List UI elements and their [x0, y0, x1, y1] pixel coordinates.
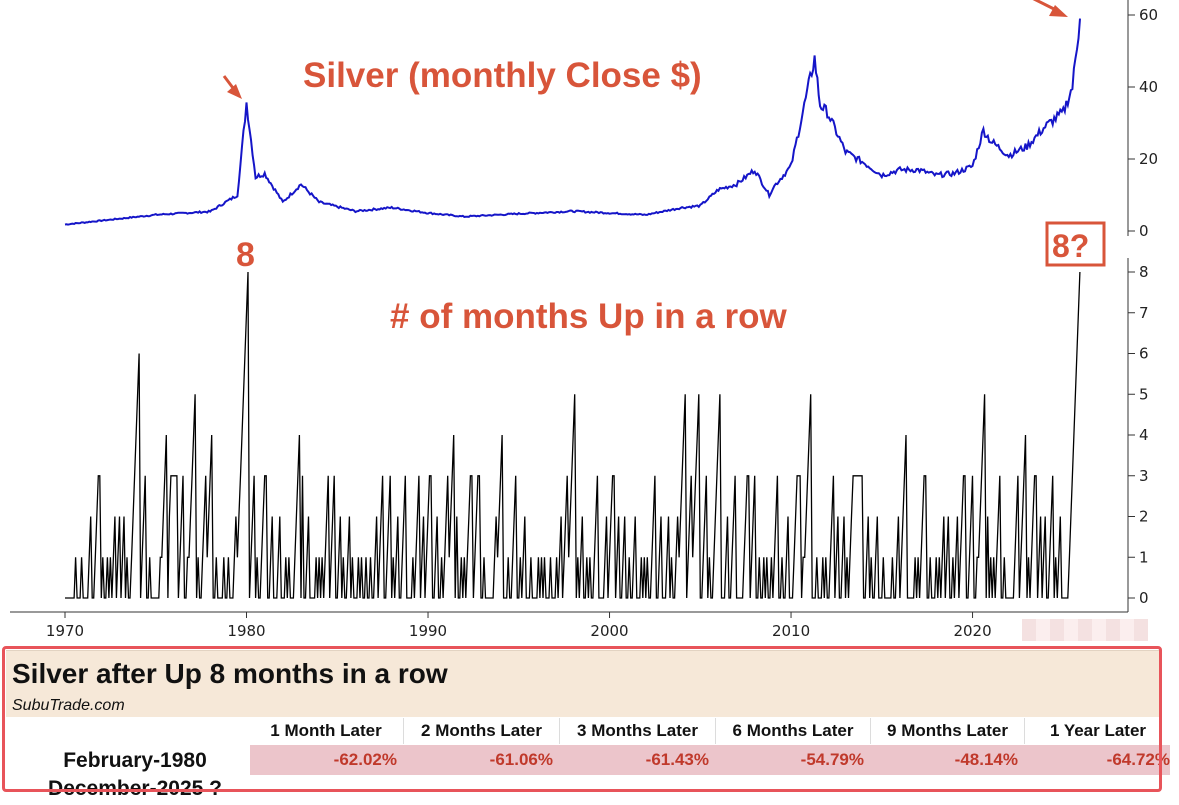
x-tick-label: 1970	[46, 622, 84, 640]
blurred-watermark	[1022, 619, 1148, 641]
row-label-dec-2025: December-2025 ?	[48, 777, 222, 800]
column-header-1m: 1 Month Later	[270, 721, 382, 740]
x-axis-ticks: 1970 1980 1990 2000 2010 2020	[46, 612, 992, 640]
streak-y-tick-label: 2	[1139, 508, 1149, 526]
price-chart-title: Silver (monthly Close $)	[303, 56, 702, 95]
peak-label-1980: 8	[236, 236, 255, 274]
streak-y-tick-label: 7	[1139, 304, 1149, 322]
price-y-tick-label: 0	[1139, 222, 1149, 240]
column-header-6m: 6 Months Later	[715, 718, 870, 744]
x-tick-label: 1980	[227, 622, 265, 640]
price-y-tick-label: 20	[1139, 150, 1158, 168]
price-y-tick-label: 40	[1139, 78, 1158, 96]
streak-chart-title: # of months Up in a row	[390, 297, 787, 336]
price-y-tick-label: 60	[1139, 6, 1158, 24]
price-y-ticks: 0 20 40 60	[1128, 6, 1158, 240]
streak-y-tick-label: 6	[1139, 345, 1149, 363]
streak-y-tick-label: 3	[1139, 467, 1149, 485]
streak-series-line	[65, 271, 1081, 599]
streak-y-tick-label: 5	[1139, 385, 1149, 403]
table-header: Silver after Up 8 months in a row SubuTr…	[6, 650, 1161, 717]
column-header-3m: 3 Months Later	[559, 718, 715, 744]
cell-6m: -54.79%	[715, 745, 870, 775]
cell-2m: -61.06%	[403, 745, 559, 775]
x-tick-label: 2010	[772, 622, 810, 640]
price-series-line	[64, 18, 1081, 226]
table-title: Silver after Up 8 months in a row	[12, 658, 448, 689]
streak-y-tick-label: 4	[1139, 426, 1149, 444]
cell-1y: -64.72%	[1024, 745, 1170, 775]
cell-3m: -61.43%	[559, 745, 715, 775]
x-tick-label: 2020	[953, 622, 991, 640]
cell-1m: -62.02%	[250, 745, 403, 775]
chart-canvas: 0 20 40 60 0 1 2 3 4 5 6 7 8 1970 1980 1990 2000 2010 20…	[10, 0, 1158, 640]
results-table: Silver after Up 8 months in a row SubuTr…	[0, 645, 1170, 805]
arrow-1980	[222, 75, 242, 99]
x-tick-label: 2000	[590, 622, 628, 640]
streak-y-ticks: 0 1 2 3 4 5 6 7 8	[1128, 263, 1149, 607]
column-header-9m: 9 Months Later	[870, 718, 1024, 744]
table-source: SubuTrade.com	[12, 697, 125, 714]
streak-y-tick-label: 8	[1139, 263, 1149, 281]
x-tick-label: 1990	[409, 622, 447, 640]
peak-label-2025: 8?	[1052, 228, 1089, 264]
peak-label-2025-box	[1045, 221, 1106, 267]
column-header-2m: 2 Months Later	[403, 718, 559, 744]
cell-9m: -48.14%	[870, 745, 1024, 775]
row-label-feb-1980: February-1980	[63, 749, 207, 772]
arrow-2025	[1032, 0, 1068, 17]
column-header-1y: 1 Year Later	[1024, 718, 1170, 744]
streak-y-tick-label: 0	[1139, 589, 1149, 607]
streak-y-tick-label: 1	[1139, 548, 1149, 566]
